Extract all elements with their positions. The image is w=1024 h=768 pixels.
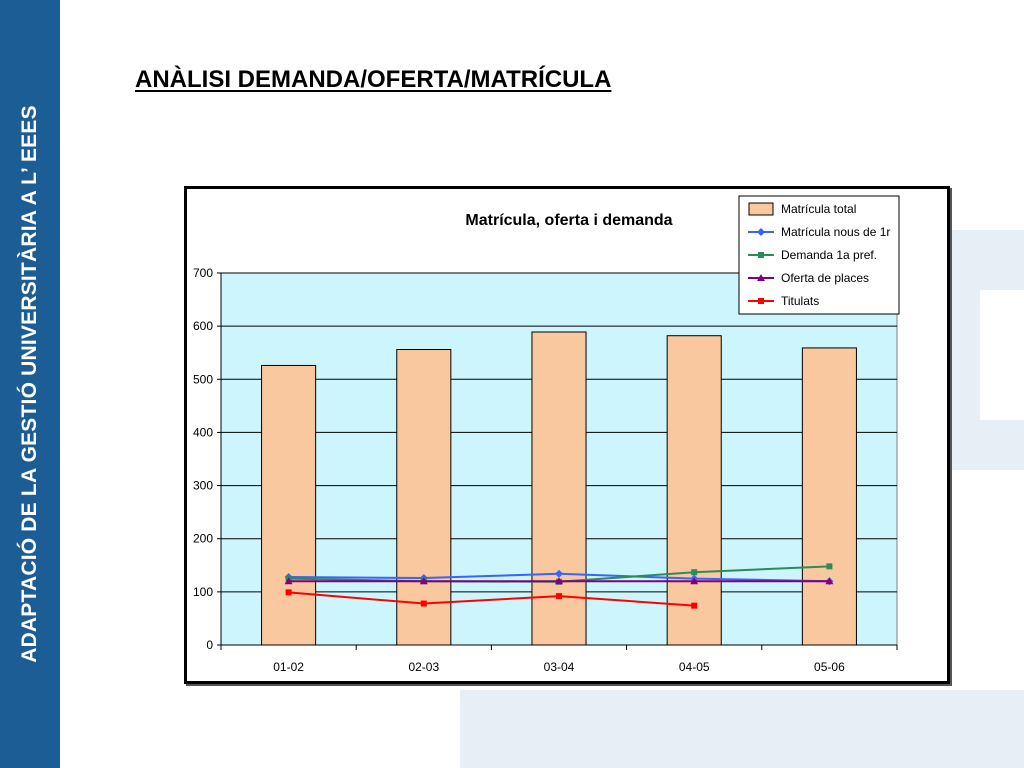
point-oferta-de-places	[555, 577, 563, 585]
point-demanda-1a-pref	[691, 569, 698, 576]
point-titulats	[691, 602, 698, 609]
legend-label: Oferta de places	[781, 271, 869, 285]
bar-matricula-total	[531, 331, 587, 646]
point-titulats	[420, 600, 427, 607]
bar-matricula-total	[396, 349, 452, 646]
bar-matricula-total	[666, 335, 722, 646]
line-layer	[284, 563, 834, 609]
slide-title: ANÀLISI DEMANDA/OFERTA/MATRÍCULA	[135, 66, 612, 93]
y-tick-label: 0	[206, 638, 213, 652]
legend-marker	[758, 252, 764, 258]
y-tick-label: 100	[193, 585, 213, 599]
chart-title: Matrícula, oferta i demanda	[465, 212, 672, 229]
legend-swatch-bar	[748, 202, 774, 216]
legend-label: Matrícula nous de 1r	[781, 225, 890, 239]
x-tick-label: 02-03	[408, 660, 439, 674]
y-tick-label: 700	[193, 266, 213, 280]
y-tick-label: 200	[193, 532, 213, 546]
bar-matricula-total	[261, 364, 317, 646]
y-tick-label: 500	[193, 372, 213, 386]
bar-matricula-total	[801, 347, 857, 646]
legend-marker	[758, 298, 764, 304]
x-tick-label: 03-04	[544, 660, 575, 674]
point-oferta-de-places	[419, 577, 428, 585]
y-tick-label: 600	[193, 319, 213, 333]
legend-items: Matrícula total Matrícula nous de 1r Deman…	[748, 202, 890, 308]
x-tick-label: 04-05	[679, 660, 710, 674]
x-tick-label: 01-02	[273, 660, 304, 674]
point-oferta-de-places	[690, 577, 699, 585]
axis-layer: 0 100 200 300 400 500 600 700 01-02 02-03 03-04 04-…	[193, 266, 898, 674]
point-demanda-1a-pref	[826, 563, 833, 570]
legend-marker	[757, 228, 765, 236]
point-oferta-de-places	[825, 577, 834, 585]
x-tick-label: 05-06	[814, 660, 845, 674]
point-titulats	[285, 589, 292, 596]
line-titulats	[288, 591, 695, 607]
bar-layer	[261, 331, 857, 646]
y-tick-label: 300	[193, 479, 213, 493]
legend-label: Matrícula total	[781, 202, 856, 216]
legend-marker	[757, 274, 765, 281]
point-matricula-nous-de-1r	[555, 569, 563, 578]
point-oferta-de-places	[284, 577, 293, 585]
legend-label: Titulats	[781, 294, 819, 308]
sidebar-band: ADAPTACIÓ DE LA GESTIÓ UNIVERSITÀRIA A L…	[0, 0, 60, 768]
y-tick-label: 400	[193, 425, 213, 439]
legend-label: Demanda 1a pref.	[781, 248, 877, 262]
sidebar-title: ADAPTACIÓ DE LA GESTIÓ UNIVERSITÀRIA A L…	[18, 105, 41, 663]
chart-svg: 0 100 200 300 400 500 600 700 01-02 02-03 03-04 04-…	[193, 195, 900, 674]
chart-container: 0 100 200 300 400 500 600 700 01-02 02-03 03-04 04-…	[184, 186, 950, 684]
chart-legend: Matrícula total Matrícula nous de 1r Deman…	[738, 195, 900, 315]
point-titulats	[556, 593, 562, 600]
